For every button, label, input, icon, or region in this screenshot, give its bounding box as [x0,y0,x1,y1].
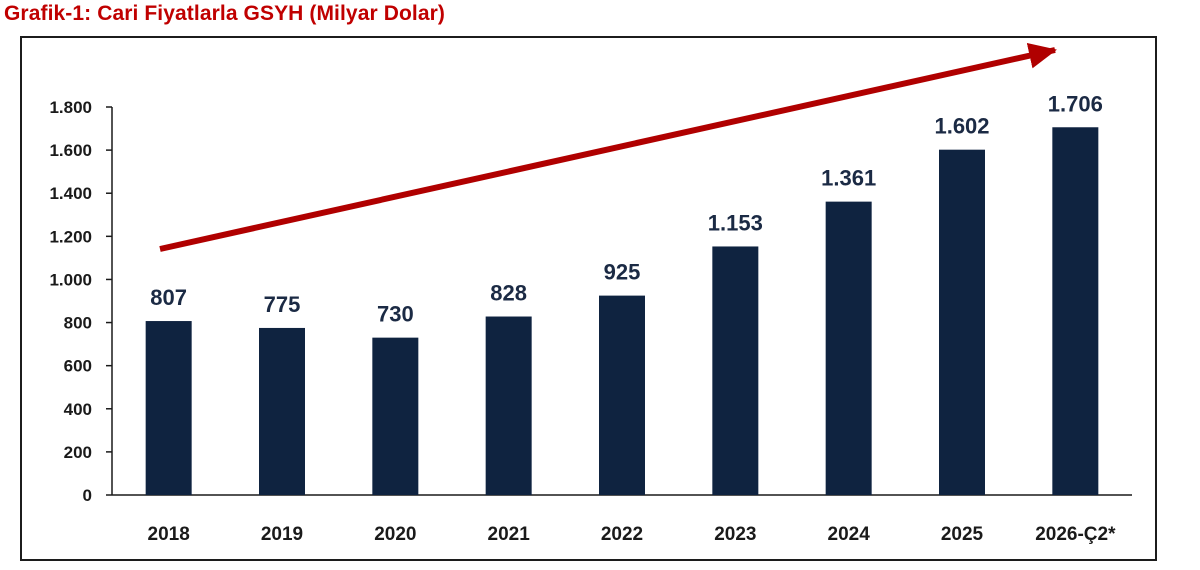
y-tick-label: 200 [64,443,92,462]
y-axis-ticks: 0 200 400 600 800 1.000 1.200 1.400 1.600 1.800 [49,98,112,505]
data-label: 807 [150,285,187,310]
data-label: 1.361 [821,166,876,191]
bar [939,149,985,495]
y-tick-label: 600 [64,357,92,376]
data-label: 1.602 [934,114,989,139]
data-label: 828 [490,281,527,306]
data-label: 730 [377,302,414,327]
y-tick-label: 1.200 [49,227,92,246]
y-tick-label: 0 [83,486,92,505]
y-tick-label: 1.800 [49,98,92,117]
bar [712,246,759,495]
bar [145,321,192,495]
x-category-label: 2023 [714,524,756,545]
chart-frame [20,36,1157,561]
bar [485,316,532,495]
y-tick-label: 1.000 [49,270,92,289]
bar-series [145,127,1099,496]
bar [1052,127,1099,496]
chart-title: Grafik-1: Cari Fiyatlarla GSYH (Milyar D… [4,2,445,25]
bar [599,295,645,495]
bar [372,337,419,495]
data-labels: 807 775 730 828 925 1.153 1.361 1.602 1.706 [150,91,1103,326]
y-tick-label: 1.400 [49,184,92,203]
category-labels: 2018 2019 2020 2021 2022 2023 2024 2025 2026-Ç2* [148,524,1117,545]
bar [259,327,305,495]
trend-arrow [159,42,1057,252]
x-category-label: 2022 [601,524,643,545]
y-tick-label: 800 [64,314,92,333]
y-tick-label: 400 [64,400,92,419]
x-category-label: 2021 [488,524,531,545]
data-label: 925 [604,260,641,285]
y-tick-label: 1.600 [49,141,92,160]
x-category-label: 2020 [374,524,416,545]
x-category-label: 2019 [261,524,303,545]
data-label: 1.706 [1048,91,1103,116]
x-category-label: 2026-Ç2* [1035,524,1116,545]
data-label: 775 [264,292,301,317]
x-category-label: 2024 [828,524,871,545]
x-category-label: 2018 [148,524,190,545]
data-label: 1.153 [708,210,763,235]
bar [825,201,872,495]
x-category-label: 2025 [941,524,984,545]
